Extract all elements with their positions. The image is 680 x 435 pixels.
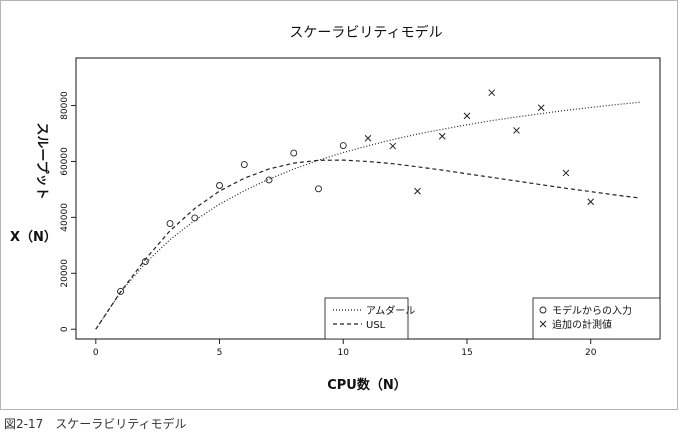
y-axis-title-line2: X（N）	[10, 229, 57, 245]
y-tick-label-2: 40000	[60, 203, 70, 232]
legend-lines: アムダール USL	[324, 297, 415, 340]
model-input-point-2	[166, 220, 174, 227]
x-tick-label-0: 0	[93, 348, 99, 358]
legend-additional-marker	[539, 320, 547, 328]
legend-points: モデルからの入力 追加の計測値	[532, 297, 661, 340]
additional-measurement-point-7	[537, 104, 545, 112]
x-tick-label-1: 5	[217, 348, 223, 358]
model-input-point-6	[265, 176, 273, 184]
model-input-point-8	[315, 185, 322, 193]
legend-lines-box	[324, 297, 409, 340]
model-input-point-4	[216, 182, 223, 189]
plot-area	[75, 57, 661, 340]
y-tick-label-1: 20000	[60, 259, 70, 288]
chart-title: スケーラビリティモデル	[289, 24, 442, 41]
x-tick-label-3: 15	[461, 348, 472, 358]
y-tick-label-0: 0	[60, 326, 70, 332]
additional-measurement-point-5	[488, 89, 496, 97]
y-tick-label-4: 80000	[60, 91, 70, 120]
model-input-point-3	[191, 214, 199, 222]
legend-usl-label: USL	[366, 320, 386, 331]
x-tick-label-4: 20	[585, 348, 597, 358]
model-input-point-0	[117, 288, 124, 295]
x-tick-label-2: 10	[338, 348, 350, 358]
model-input-point-9	[339, 142, 347, 149]
x-axis-title: CPU数（N）	[327, 377, 407, 393]
legend-amdahl-label: アムダール	[366, 304, 415, 317]
y-tick-label-3: 60000	[60, 147, 70, 176]
legend-model-input-label: モデルからの入力	[552, 304, 632, 317]
additional-measurement-point-2	[414, 187, 421, 195]
additional-measurement-point-4	[463, 112, 471, 120]
additional-measurement-point-0	[364, 134, 372, 142]
figure-frame	[0, 0, 678, 410]
series-line-amdahl	[95, 101, 641, 330]
y-axis-title-line1: スループット	[34, 122, 49, 199]
series-layer	[95, 89, 641, 330]
figure-caption: 図2-17 スケーラビリティモデル	[4, 417, 187, 431]
additional-measurement-point-3	[438, 132, 446, 140]
additional-measurement-point-6	[513, 127, 520, 134]
scalability-chart: スケーラビリティモデル 0 5 10 15 20 0 20000 40000 60000 800…	[10, 24, 661, 393]
legend-points-box	[532, 297, 661, 340]
additional-measurement-point-1	[389, 142, 397, 150]
additional-measurement-point-9	[587, 198, 595, 206]
model-input-point-7	[290, 149, 298, 157]
legend-additional-label: 追加の計測値	[552, 318, 612, 331]
legend-model-input-marker	[539, 306, 547, 314]
x-axis: 0 5 10 15 20	[93, 339, 597, 358]
model-input-point-5	[240, 161, 248, 168]
y-axis: 0 20000 40000 60000 80000	[60, 91, 76, 332]
additional-measurement-point-8	[562, 169, 570, 177]
